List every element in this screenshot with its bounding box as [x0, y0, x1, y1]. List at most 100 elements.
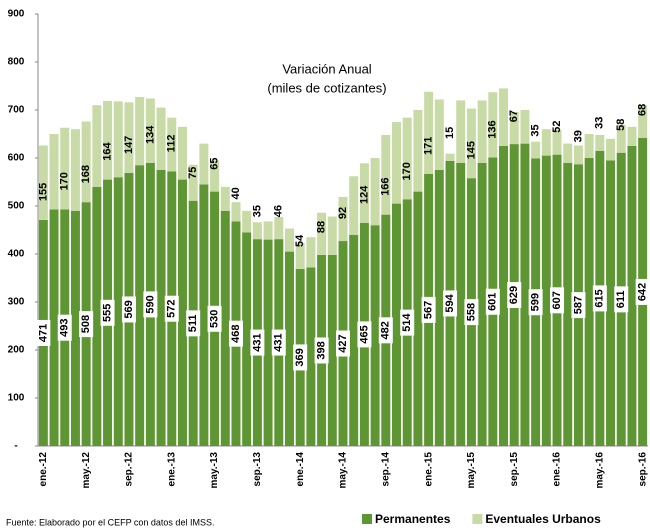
x-tick-group: sep.-14 [380, 452, 391, 487]
x-tick-group: ene.-14 [295, 452, 306, 487]
value-label-group: 530 [207, 305, 222, 332]
value-label-group: 147 [123, 136, 135, 154]
value-label: 124 [358, 185, 370, 204]
bar-segment [466, 108, 476, 179]
x-tick-group: ene.-15 [423, 452, 434, 487]
value-label: 482 [380, 321, 392, 339]
bar-segment [103, 100, 113, 180]
value-label: 590 [144, 295, 156, 313]
bar-segment [541, 129, 551, 156]
legend-label: Permanentes [375, 512, 451, 526]
bar-segment [327, 216, 337, 255]
value-label: 170 [401, 162, 413, 180]
bar-segment [231, 202, 241, 222]
value-label-box [207, 305, 222, 332]
value-label-group: 166 [380, 177, 392, 195]
value-label-group: 39 [572, 130, 584, 142]
value-label-group: 607 [550, 287, 565, 314]
x-tick-group: may.-13 [209, 452, 220, 489]
bar-segment [584, 158, 594, 446]
value-label-group: 40 [230, 187, 242, 199]
bar-segment [349, 234, 359, 446]
value-label: 92 [337, 207, 349, 219]
value-label: 615 [594, 289, 606, 307]
x-tick-label: ene.-16 [552, 452, 563, 487]
value-label: 629 [508, 286, 520, 304]
bar-segment [370, 158, 380, 226]
bar-segment [456, 100, 466, 163]
x-tick-label: sep.-12 [124, 452, 135, 487]
value-label-box [357, 321, 372, 348]
value-label: 572 [166, 300, 178, 318]
value-label-group: 508 [79, 311, 94, 338]
y-tick-label: 100 [8, 393, 25, 404]
value-label: 465 [358, 325, 370, 343]
bar-segment [606, 160, 616, 446]
bar-segment [381, 134, 391, 215]
value-label-box [186, 310, 201, 337]
value-label-box [443, 290, 458, 317]
x-tick-label: sep.-14 [380, 452, 391, 487]
bar-segment [392, 203, 402, 446]
value-label: 35 [251, 205, 263, 217]
bar-segment [616, 124, 626, 153]
value-label: 514 [401, 313, 413, 332]
value-label-group: 611 [614, 286, 629, 313]
x-tick-label: sep.-13 [252, 452, 263, 487]
value-label-group: 590 [143, 291, 158, 318]
bar-segment [242, 232, 252, 446]
value-label-group: 558 [464, 299, 479, 326]
chart-subtitle: (miles de cotizantes) [267, 80, 386, 95]
bar-segment [92, 186, 102, 447]
bar-segment [349, 176, 359, 235]
x-tick-label: ene.-12 [38, 452, 49, 487]
chart-title: Variación Anual [282, 61, 371, 76]
value-label-group: 68 [637, 104, 649, 116]
x-tick-group: may.-14 [338, 452, 349, 489]
value-label-group: 465 [357, 321, 372, 348]
y-tick-label: 800 [8, 57, 25, 68]
x-tick-label: sep.-16 [637, 452, 648, 487]
value-label-group: 431 [250, 329, 265, 356]
bar-segment [413, 191, 423, 446]
bar-segment [199, 143, 209, 185]
y-tick-label: 600 [8, 153, 25, 164]
value-label: 88 [316, 221, 328, 233]
bar-segment [220, 186, 230, 211]
value-label: 587 [572, 296, 584, 314]
value-label-box [550, 287, 565, 314]
x-tick-group: ene.-12 [38, 452, 49, 487]
value-label: 68 [637, 104, 649, 116]
value-label-box [100, 299, 115, 326]
value-label: 369 [294, 348, 306, 366]
value-label-group: 33 [594, 117, 606, 129]
bar-segment [92, 105, 102, 187]
value-label: 33 [594, 117, 606, 129]
x-tick-label: may.-16 [594, 452, 605, 489]
value-label-box [314, 337, 329, 364]
bar-segment [306, 267, 316, 446]
bar-segment [392, 122, 402, 204]
bar-segment [167, 117, 177, 172]
value-label: 611 [615, 290, 627, 308]
value-label-box [614, 286, 629, 313]
value-label-group: 567 [421, 296, 436, 323]
y-tick-label: 900 [8, 9, 25, 20]
value-label: 67 [508, 110, 520, 122]
value-label-box [79, 311, 94, 338]
bar-segment [563, 162, 573, 447]
value-label-box [378, 317, 393, 344]
value-label-group: 112 [166, 135, 178, 153]
value-label: 599 [530, 293, 542, 311]
value-label-group: 398 [314, 337, 329, 364]
value-label-group: 514 [400, 309, 415, 336]
y-tick-label: 200 [8, 345, 25, 356]
value-label: 46 [273, 205, 285, 217]
value-label-group: 482 [378, 317, 393, 344]
bar-segment [627, 126, 637, 146]
value-label-group: 615 [592, 285, 607, 312]
bar-segment [477, 162, 487, 447]
bar-segment [284, 251, 294, 446]
value-label: 558 [465, 303, 477, 321]
